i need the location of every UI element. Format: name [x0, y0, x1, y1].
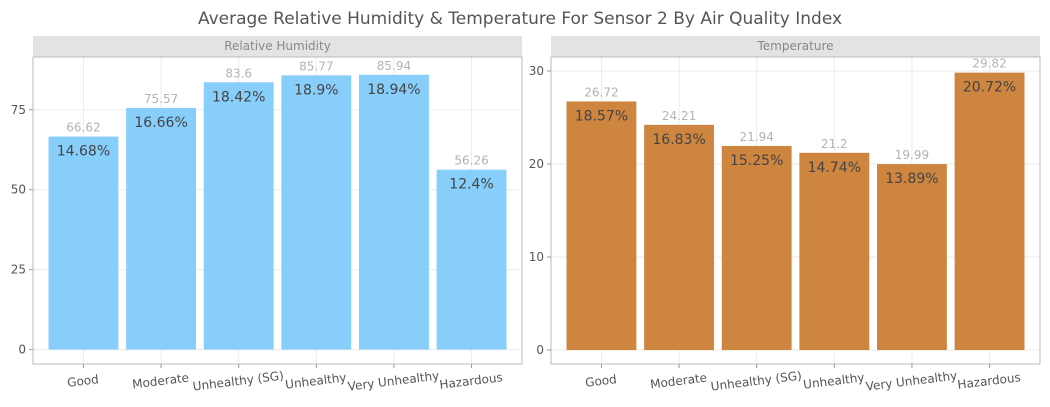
- bar: [644, 124, 714, 351]
- bar: [877, 164, 947, 351]
- bar-percent-label: 14.74%: [808, 160, 861, 176]
- bar-value-label: 85.77: [299, 59, 333, 73]
- y-tick-label: 0: [536, 343, 544, 357]
- panel-frame: [32, 56, 523, 365]
- bar: [126, 107, 196, 350]
- panel-frame: [550, 56, 1041, 365]
- bar-percent-label: 14.68%: [57, 144, 110, 160]
- bar-value-label: 24.21: [662, 109, 696, 123]
- bar: [954, 72, 1025, 351]
- y-tick-label: 0: [18, 343, 26, 357]
- bar-percent-label: 16.83%: [652, 132, 705, 148]
- bar-percent-label: 18.94%: [367, 82, 420, 98]
- x-tick-label: Good: [66, 372, 99, 390]
- x-tick-label: Unhealthy (SG): [192, 369, 285, 394]
- bar-percent-label: 18.57%: [575, 108, 628, 124]
- bar: [359, 74, 429, 350]
- x-tick-label: Hazardous: [957, 370, 1022, 392]
- bar-value-label: 19.99: [895, 148, 929, 162]
- panel-header: [33, 36, 522, 57]
- bar-value-label: 75.57: [144, 92, 178, 106]
- bar: [203, 82, 274, 350]
- bar-value-label: 26.72: [584, 85, 618, 99]
- y-tick-label: 25: [11, 263, 26, 277]
- x-tick-label: Very Unhealthy: [865, 368, 958, 393]
- bar: [721, 145, 792, 351]
- bar-percent-label: 20.72%: [963, 80, 1016, 96]
- x-tick-label: Unhealthy: [284, 370, 347, 391]
- bar-value-label: 66.62: [66, 121, 100, 135]
- x-tick-label: Hazardous: [439, 370, 504, 392]
- bar: [799, 152, 870, 351]
- panel-header: [551, 36, 1040, 57]
- y-tick-label: 20: [529, 157, 544, 171]
- bar-percent-label: 13.89%: [885, 171, 938, 187]
- bar-value-label: 21.2: [821, 137, 848, 151]
- bar-percent-label: 18.42%: [212, 89, 265, 105]
- x-tick-label: Unhealthy (SG): [710, 369, 803, 394]
- bar-percent-label: 15.25%: [730, 153, 783, 169]
- bar-value-label: 56.26: [454, 154, 488, 168]
- bar: [48, 136, 119, 350]
- bar-percent-label: 16.66%: [134, 115, 187, 131]
- x-tick-label: Moderate: [131, 371, 189, 392]
- x-tick-label: Moderate: [649, 371, 707, 392]
- panel-title: Relative Humidity: [224, 39, 331, 53]
- x-tick-label: Very Unhealthy: [347, 368, 440, 393]
- y-tick-label: 50: [11, 183, 26, 197]
- bar: [436, 169, 507, 350]
- y-tick-label: 75: [11, 103, 26, 117]
- y-tick-label: 10: [529, 250, 544, 264]
- bar-value-label: 83.6: [225, 66, 252, 80]
- bar-value-label: 21.94: [740, 130, 774, 144]
- bar: [281, 75, 352, 350]
- bar-percent-label: 18.9%: [294, 82, 338, 98]
- bar-percent-label: 12.4%: [449, 177, 493, 193]
- x-tick-label: Unhealthy: [802, 370, 865, 391]
- x-tick-label: Good: [584, 372, 617, 390]
- panel-title: Temperature: [756, 39, 833, 53]
- bar-value-label: 29.82: [972, 57, 1006, 71]
- bar: [566, 101, 637, 351]
- chart-title: Average Relative Humidity & Temperature …: [198, 9, 842, 29]
- bar-value-label: 85.94: [377, 59, 411, 73]
- y-tick-label: 30: [529, 64, 544, 78]
